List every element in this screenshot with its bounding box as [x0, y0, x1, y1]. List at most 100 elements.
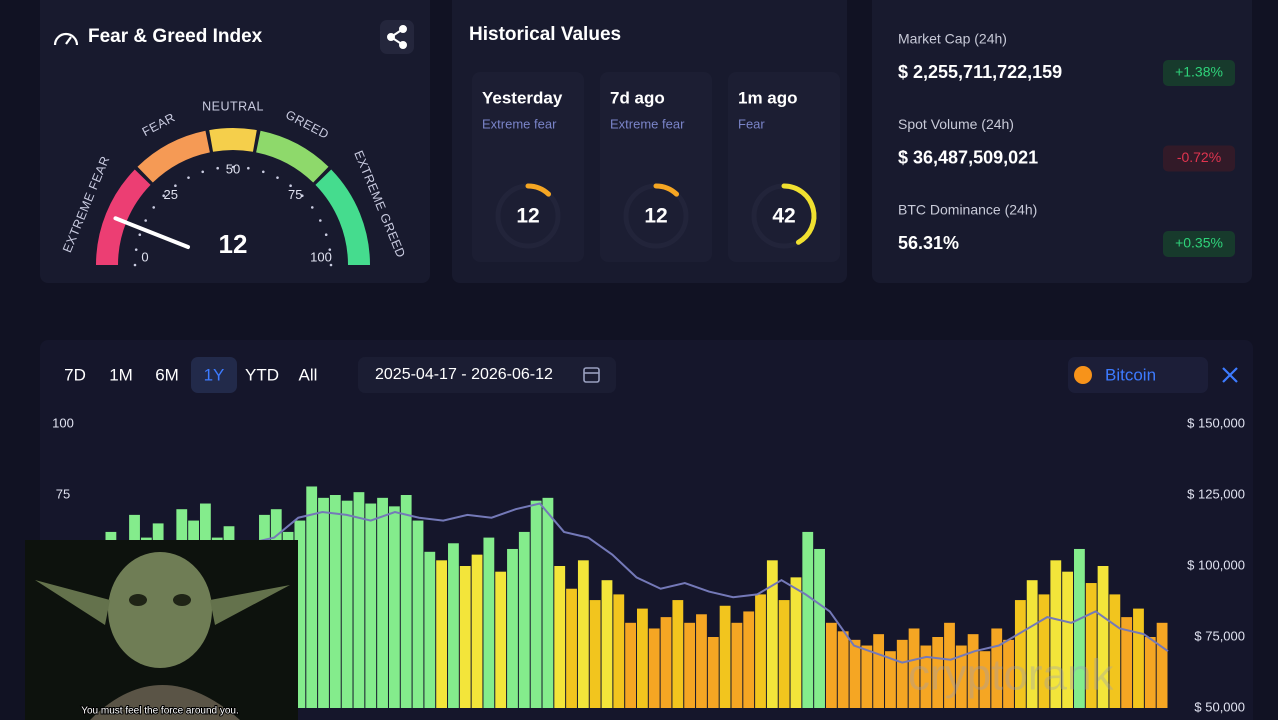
y2-tick-label: $ 125,000 [1187, 486, 1245, 501]
bar [672, 600, 684, 708]
bar [731, 622, 743, 708]
gauge-title: Fear & Greed Index [88, 26, 263, 47]
price-line [104, 502, 1169, 664]
share-button[interactable] [380, 20, 414, 54]
gauge-dot [144, 219, 147, 222]
bar [790, 577, 802, 708]
bar [329, 495, 341, 708]
bar [542, 497, 554, 708]
date-picker[interactable] [358, 357, 616, 393]
gauge-zone-label: NEUTRAL [202, 99, 264, 113]
bar [979, 651, 991, 708]
range-active [191, 357, 237, 393]
gauge-dot [276, 176, 279, 179]
overlay-caption: You must feel the force around you. [81, 706, 239, 717]
gauge-zone [315, 169, 370, 266]
gauge-zone [255, 130, 329, 183]
range-button[interactable]: 6M [155, 365, 179, 384]
y2-tick-label: $ 100,000 [1187, 557, 1245, 572]
range-button[interactable]: 1M [109, 365, 133, 384]
bar [341, 500, 353, 708]
bar [766, 560, 778, 708]
gauge-dot [134, 248, 138, 251]
bar [1133, 608, 1144, 708]
bar [944, 622, 955, 708]
market-label: Spot Volume (24h) [898, 116, 1014, 132]
bar [589, 600, 601, 708]
coin-selector[interactable] [1068, 357, 1208, 393]
gauge-dot [319, 219, 322, 222]
gauge-tick-label: 75 [288, 187, 302, 202]
history-label: 7d ago [610, 88, 665, 107]
gauge-dot [328, 248, 332, 251]
gauge-dot [162, 194, 166, 198]
gauge-dot [201, 170, 205, 174]
gauge-dot [187, 176, 190, 179]
gauge-dot [231, 165, 235, 169]
bar [306, 486, 318, 708]
history-cards: Yesterday Extreme fear 12 7d ago Extreme fea… [472, 72, 840, 262]
close-icon[interactable] [1222, 367, 1238, 383]
date-range: 2025-04-17 - 2026-06-12 [375, 366, 553, 383]
calendar-icon [583, 367, 600, 383]
coin-icon [1074, 366, 1092, 384]
range-button[interactable]: All [299, 365, 318, 384]
gauge-tick-label: 0 [141, 249, 148, 264]
bar [684, 622, 696, 708]
market-value: $ 36,487,509,021 [898, 147, 1038, 167]
bar [483, 537, 495, 708]
bar [377, 497, 388, 708]
bar [601, 580, 613, 708]
bar [1003, 639, 1014, 708]
y-tick-label: 100 [52, 415, 74, 430]
bar [920, 645, 932, 708]
bar [896, 639, 908, 708]
watermark: cryptorank [908, 651, 1114, 700]
bar [1097, 566, 1109, 708]
bar [967, 634, 979, 708]
bar [530, 500, 542, 708]
history-value: 42 [772, 205, 795, 228]
overlay-head [108, 552, 212, 668]
chart-controls: 2025-04-17 - 2026-06-12 Bitcoin 7D 1M 6M 1Y… [64, 357, 1238, 393]
bar [696, 614, 707, 708]
history-value: 12 [516, 205, 539, 228]
history-label: 1m ago [738, 88, 798, 107]
bar [1144, 637, 1156, 708]
gauge-dot [300, 194, 304, 198]
bar [873, 634, 885, 708]
bar [743, 611, 755, 708]
bar [412, 520, 424, 708]
bar [955, 645, 967, 708]
market-label: BTC Dominance (24h) [898, 202, 1037, 218]
bar [1085, 583, 1097, 708]
gauge-dot [247, 166, 250, 170]
bar [518, 531, 530, 708]
range-button[interactable]: YTD [245, 365, 279, 384]
market-change-badge [1163, 145, 1235, 172]
gauge-dot [324, 233, 328, 237]
bar [507, 548, 518, 708]
market-value: $ 2,255,711,722,159 [898, 62, 1062, 82]
market-stats: Market Cap (24h) $ 2,255,711,722,159 +1.38… [898, 31, 1235, 257]
market-change: +0.35% [1175, 235, 1223, 251]
bar [1038, 594, 1050, 708]
bar [459, 566, 471, 708]
gauge-zone [137, 130, 211, 183]
y2-tick-label: $ 75,000 [1194, 628, 1245, 643]
gauge-dot [310, 206, 314, 209]
bar [778, 600, 790, 708]
bar [388, 506, 400, 708]
bar [991, 628, 1003, 708]
bar [814, 548, 825, 708]
bar [707, 637, 719, 708]
bar [932, 637, 944, 708]
range-button[interactable]: 7D [64, 365, 86, 384]
bar [1014, 600, 1026, 708]
bar [577, 560, 589, 708]
range-button[interactable]: 1Y [204, 365, 225, 384]
bar [1156, 622, 1168, 708]
bar [825, 622, 837, 708]
gauge-dot [261, 170, 265, 174]
market-change-badge [1163, 60, 1235, 86]
